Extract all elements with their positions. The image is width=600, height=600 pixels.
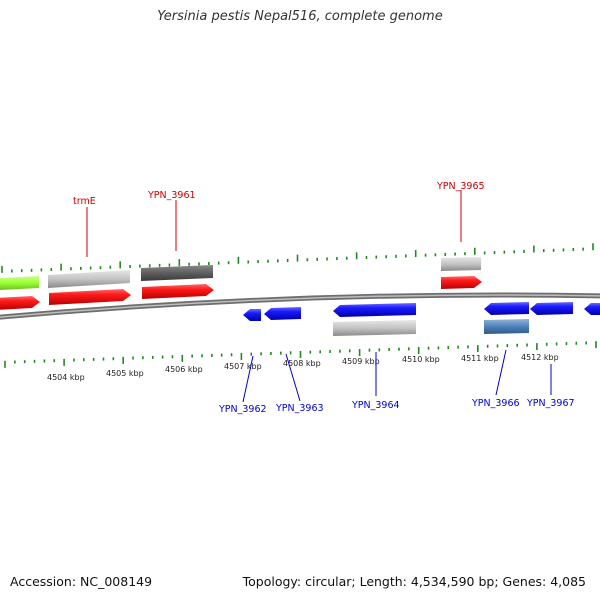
gene-label-trmE[interactable]: trmE	[73, 196, 96, 207]
tick-marks-bottom	[4, 341, 597, 368]
scale-label: 4509 kbp	[342, 357, 380, 366]
gene-arrow-reverse[interactable]	[243, 309, 261, 321]
feature-steel[interactable]	[484, 319, 529, 334]
gene-row-reverse	[243, 302, 600, 321]
gene-labels-bottom: YPN_3962 YPN_3963 YPN_3964 YPN_3966 YPN_…	[218, 349, 575, 415]
gene-arrow-reverse[interactable]	[484, 302, 529, 315]
gene-label-YPN_3966[interactable]: YPN_3966	[471, 398, 520, 409]
gene-label-YPN_3961[interactable]: YPN_3961	[147, 190, 196, 201]
scale-label: 4505 kbp	[106, 369, 144, 378]
feature-gray[interactable]	[333, 320, 416, 336]
scale-label: 4512 kbp	[521, 353, 559, 362]
genome-title: Yersinia pestis Nepal516, complete genom…	[157, 9, 443, 24]
gene-arrow-forward[interactable]	[142, 284, 214, 299]
feature-row-upper	[0, 257, 481, 290]
gene-arrow-forward[interactable]	[0, 296, 40, 310]
feature-row-lower	[333, 319, 529, 336]
gene-arrow-reverse[interactable]	[264, 307, 301, 320]
scale-label: 4507 kbp	[224, 362, 262, 371]
feature-dark[interactable]	[141, 265, 213, 281]
tick-marks-top	[1, 243, 594, 273]
feature-gray[interactable]	[48, 270, 130, 288]
feature-green[interactable]	[0, 276, 39, 290]
accession-text: Accession: NC_008149	[10, 574, 153, 589]
gene-arrow-reverse[interactable]	[333, 303, 416, 317]
scale-label: 4510 kbp	[402, 355, 440, 364]
scale-label: 4511 kbp	[461, 354, 499, 363]
scale-labels: 4504 kbp 4505 kbp 4506 kbp 4507 kbp 4508…	[47, 353, 559, 382]
gene-label-YPN_3965[interactable]: YPN_3965	[436, 181, 485, 192]
gene-label-YPN_3962[interactable]: YPN_3962	[218, 404, 267, 415]
gene-label-YPN_3963[interactable]: YPN_3963	[275, 403, 324, 414]
gene-row-forward	[0, 276, 482, 310]
topology-text: Topology: circular; Length: 4,534,590 bp…	[242, 574, 586, 589]
gene-label-YPN_3964[interactable]: YPN_3964	[351, 400, 400, 411]
scale-label: 4504 kbp	[47, 373, 85, 382]
gene-label-YPN_3967[interactable]: YPN_3967	[526, 398, 575, 409]
gene-arrow-reverse[interactable]	[530, 302, 573, 315]
gene-arrow-reverse[interactable]	[584, 303, 600, 315]
gene-labels-top: trmE YPN_3961 YPN_3965	[73, 181, 485, 257]
gene-arrow-forward[interactable]	[441, 276, 482, 289]
gene-arrow-forward[interactable]	[49, 289, 131, 305]
scale-label: 4508 kbp	[283, 359, 321, 368]
scale-label: 4506 kbp	[165, 365, 203, 374]
feature-gray[interactable]	[441, 257, 481, 271]
